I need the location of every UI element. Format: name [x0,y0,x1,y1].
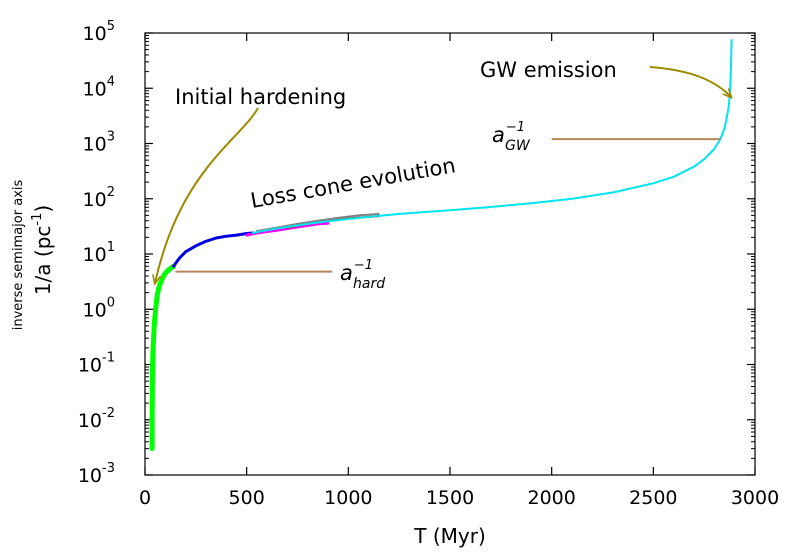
y-tick-label: 101 [83,240,115,266]
x-axis: 0 500 1000 1500 2000 2500 3000 [139,33,779,509]
series-line-0 [149,263,176,452]
x-tick-label: 2000 [527,487,575,509]
gw-emission-label: GW emission [480,58,617,82]
x-tick-label: 1000 [324,487,372,509]
a-hard-sup: −1 [354,258,373,273]
y-axis-label-close: ) [31,205,55,213]
y-axis: 10-3 10-2 10-1 100 101 102 103 104 105 [78,19,755,487]
x-tick-label: 2500 [629,487,677,509]
y-tick-label: 104 [83,74,115,100]
x-tick-label: 1500 [426,487,474,509]
y-tick-label: 10-2 [78,406,115,432]
x-axis-label: T (Myr) [413,524,486,548]
a-hard-sub: hard [353,276,385,292]
annotation-lines [175,138,721,273]
y-axis-label-sup: -1 [30,213,45,226]
a-gw-sup: −1 [506,120,525,135]
y-tick-label: 10-3 [78,461,115,487]
gw-emission-arrow [649,66,731,97]
x-tick-label: 3000 [731,487,779,509]
y-tick-label: 103 [83,130,115,156]
x-tick-label: 0 [139,487,151,509]
initial-hardening-arrow [155,107,259,283]
y-axis-secondary-label: inverse semimajor axis [11,180,26,331]
initial-hardening-label: Initial hardening [175,85,346,109]
y-tick-label: 102 [83,185,115,211]
a-hard-base: a [340,261,353,285]
y-tick-label: 10-1 [78,351,115,377]
a-hard-label: a−1 hard [340,258,385,292]
series-layer [149,38,733,452]
a-gw-label: a−1 GW [492,120,531,154]
y-axis-label: 1/a (pc-1) [30,205,55,295]
y-axis-label-main: 1/a (pc [31,226,55,296]
y-tick-label: 105 [83,19,115,45]
loss-cone-evolution-label: Loss cone evolution [249,153,458,213]
a-gw-base: a [492,123,505,147]
x-tick-label: 500 [229,487,265,509]
series-line-5 [251,38,733,234]
a-gw-sub: GW [505,138,531,154]
series-line-1 [172,231,255,268]
y-tick-label: 100 [83,295,115,321]
